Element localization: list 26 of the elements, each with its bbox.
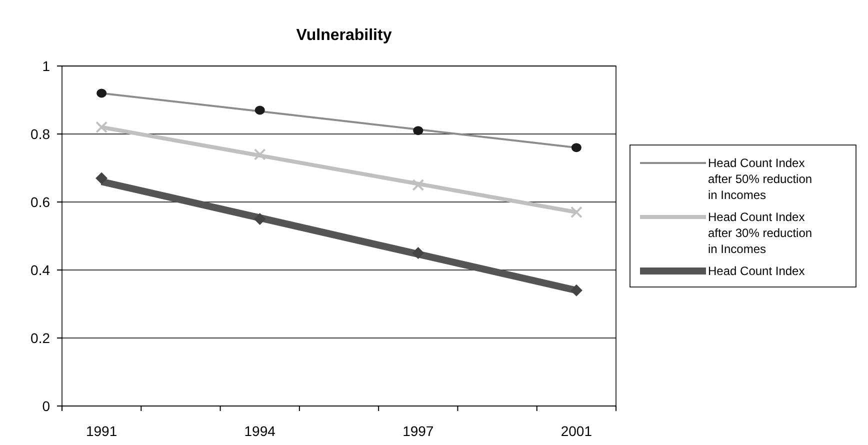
point: [96, 121, 108, 134]
point: [254, 213, 266, 225]
point: [413, 126, 424, 136]
point: [570, 284, 582, 296]
chart-title: Vulnerability: [296, 27, 392, 44]
y-tick-label: 0.8: [30, 126, 50, 142]
point: [254, 148, 266, 160]
x-tick-label: 1997: [402, 423, 434, 439]
point: [96, 88, 107, 98]
point: [570, 206, 582, 218]
point: [571, 143, 582, 152]
y-tick-label: 0.2: [30, 330, 50, 346]
point: [412, 247, 424, 259]
point: [412, 179, 424, 191]
y-tick-label: 0: [42, 398, 50, 414]
y-tick-label: 0.6: [30, 194, 50, 210]
y-tick-label: 0.4: [30, 262, 50, 278]
point: [96, 172, 108, 184]
text: Head Count Index: [708, 264, 805, 278]
text: Head Count Index after 30% reduction in Incomes: [708, 210, 812, 256]
x-tick-label: 2001: [560, 423, 592, 439]
text: Head Count Index after 50% reduction in Incomes: [708, 156, 812, 202]
point: [254, 106, 265, 115]
y-tick-label: 1: [42, 58, 50, 74]
x-tick-label: 1991: [86, 423, 118, 439]
x-tick-label: 1994: [244, 423, 276, 439]
